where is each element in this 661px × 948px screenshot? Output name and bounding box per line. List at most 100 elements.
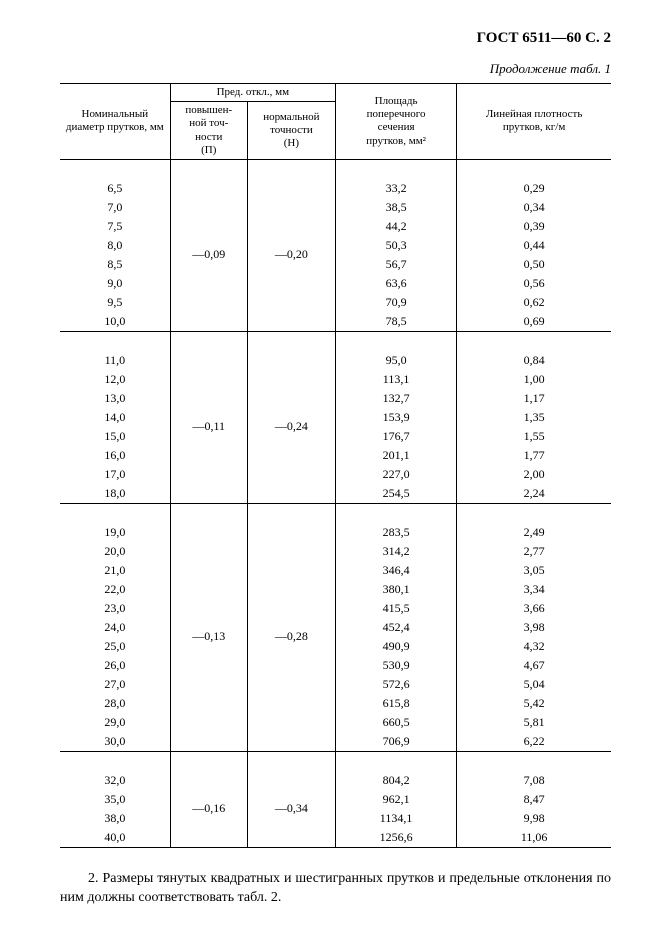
cell-diameter: 26,0 [60,656,170,675]
page: ГОСТ 6511—60 С. 2 Продолжение табл. 1 Но… [0,0,661,948]
table-row: 17,0227,02,00 [60,465,611,484]
cell-density: 0,84 [457,351,611,370]
cell-area: 706,9 [335,732,456,752]
cell-density: 4,67 [457,656,611,675]
cell-area: 176,7 [335,427,456,446]
cell-area: 314,2 [335,542,456,561]
cell-area: 615,8 [335,694,456,713]
cell-diameter: 35,0 [60,790,170,809]
footer-paragraph: 2. Размеры тянутых квадратных и шестигра… [60,870,611,908]
table-row: 8,556,70,50 [60,255,611,274]
table-row: 7,038,50,34 [60,198,611,217]
cell-density: 2,77 [457,542,611,561]
cell-area: 70,9 [335,293,456,312]
cell-density: 0,34 [457,198,611,217]
table-row: 28,0615,85,42 [60,694,611,713]
table-row: 25,0490,94,32 [60,637,611,656]
cell-diameter: 17,0 [60,465,170,484]
cell-diameter: 29,0 [60,713,170,732]
table-row: 22,0380,13,34 [60,580,611,599]
table-caption: Продолжение табл. 1 [60,61,611,77]
table-row: 8,050,30,44 [60,236,611,255]
cell-diameter: 21,0 [60,561,170,580]
col-header-tolerance-group: Пред. откл., мм [170,84,335,102]
table-row: 21,0346,43,05 [60,561,611,580]
cell-density: 0,56 [457,274,611,293]
cell-diameter: 22,0 [60,580,170,599]
table-row: 14,0153,91,35 [60,408,611,427]
table-row: 15,0 176,71,55 [60,427,611,446]
cell-density: 1,00 [457,370,611,389]
col-header-precision-high: повышен-ной точ-ности(П) [170,102,247,160]
cell-area: 380,1 [335,580,456,599]
cell-area: 962,1 [335,790,456,809]
table-row: 6,5—0,09—0,2033,20,29 [60,179,611,198]
cell-density: 0,44 [457,236,611,255]
cell-density: 1,55 [457,427,611,446]
cell-diameter: 9,5 [60,293,170,312]
col-header-density: Линейная плотностьпрутков, кг/м [457,84,611,160]
cell-area: 78,5 [335,312,456,332]
cell-diameter: 9,0 [60,274,170,293]
table-row: 30,0 706,96,22 [60,732,611,752]
cell-area: 1134,1 [335,809,456,828]
standard-code: ГОСТ 6511—60 С. 2 [60,30,611,47]
cell-density: 5,81 [457,713,611,732]
table-row: 32,0—0,16—0,34804,27,08 [60,771,611,790]
cell-area: 346,4 [335,561,456,580]
cell-diameter: 14,0 [60,408,170,427]
cell-tol-normal: —0,24 [247,351,335,504]
cell-density: 0,62 [457,293,611,312]
cell-density: 1,35 [457,408,611,427]
cell-area: 283,5 [335,523,456,542]
cell-area: 201,1 [335,446,456,465]
cell-density: 2,49 [457,523,611,542]
cell-density: 5,42 [457,694,611,713]
cell-diameter: 7,0 [60,198,170,217]
cell-density: 4,32 [457,637,611,656]
table-row: 40,01256,611,06 [60,828,611,848]
cell-tol-high: —0,09 [170,179,247,332]
col-header-area: Площадьпоперечногосеченияпрутков, мм² [335,84,456,160]
cell-diameter: 13,0 [60,389,170,408]
cell-density: 7,08 [457,771,611,790]
cell-tol-normal: —0,34 [247,771,335,848]
cell-area: 452,4 [335,618,456,637]
table-row: 12,0113,11,00 [60,370,611,389]
cell-diameter: 6,5 [60,179,170,198]
cell-density: 11,06 [457,828,611,848]
cell-area: 113,1 [335,370,456,389]
cell-area: 56,7 [335,255,456,274]
table-row: 11,0—0,11—0,2495,00,84 [60,351,611,370]
cell-diameter: 8,0 [60,236,170,255]
cell-diameter: 23,0 [60,599,170,618]
cell-diameter: 40,0 [60,828,170,848]
cell-density: 1,17 [457,389,611,408]
col-header-diameter: Номинальный диаметр прутков, мм [60,84,170,160]
cell-diameter: 16,0 [60,446,170,465]
cell-density: 6,22 [457,732,611,752]
cell-diameter: 19,0 [60,523,170,542]
table-body: 6,5—0,09—0,2033,20,297,038,50,347,544,20… [60,159,611,847]
table-row: 10,078,50,69 [60,312,611,332]
cell-diameter: 25,0 [60,637,170,656]
cell-diameter: 30,0 [60,732,170,752]
cell-area: 132,7 [335,389,456,408]
cell-density: 9,98 [457,809,611,828]
cell-area: 254,5 [335,484,456,504]
table-row: 35,0 962,18,47 [60,790,611,809]
cell-tol-high: —0,11 [170,351,247,504]
table-row: 26,0 530,94,67 [60,656,611,675]
table-row: 18,0 254,52,24 [60,484,611,504]
table-row: 38,01134,19,98 [60,809,611,828]
table-row: 20,0314,22,77 [60,542,611,561]
table-row: 23,0415,53,66 [60,599,611,618]
cell-density: 2,24 [457,484,611,504]
table-row: 16,0201,11,77 [60,446,611,465]
cell-diameter: 18,0 [60,484,170,504]
cell-diameter: 15,0 [60,427,170,446]
cell-area: 530,9 [335,656,456,675]
cell-density: 8,47 [457,790,611,809]
cell-diameter: 10,0 [60,312,170,332]
cell-tol-high: —0,16 [170,771,247,848]
